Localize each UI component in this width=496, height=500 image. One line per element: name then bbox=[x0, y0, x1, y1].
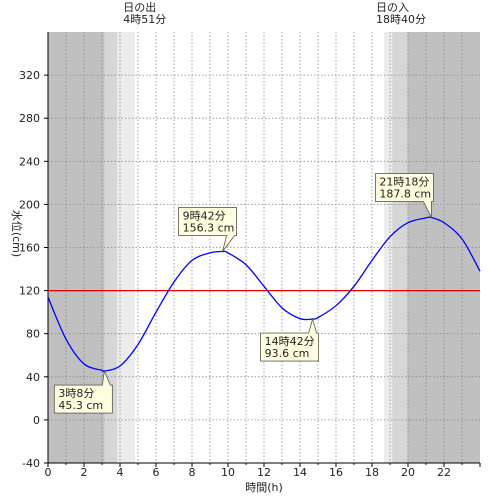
sunset-time: 18時40分 bbox=[376, 13, 426, 26]
y-tick-label: 280 bbox=[19, 112, 40, 125]
x-tick-label: 22 bbox=[437, 466, 451, 479]
y-tick-label: -40 bbox=[22, 457, 40, 470]
y-tick-label: 240 bbox=[19, 155, 40, 168]
callout-time-label: 21時18分 bbox=[379, 176, 429, 189]
sunrise-time: 4時51分 bbox=[123, 13, 166, 26]
sunset-label: 日の入 bbox=[376, 1, 409, 14]
x-tick-label: 8 bbox=[189, 466, 196, 479]
x-tick-label: 14 bbox=[293, 466, 307, 479]
callout-box bbox=[178, 207, 238, 236]
y-tick-label: 80 bbox=[26, 328, 40, 341]
x-tick-label: 18 bbox=[365, 466, 379, 479]
x-tick-label: 20 bbox=[401, 466, 415, 479]
callout-box bbox=[260, 332, 320, 362]
x-axis-title: 時間(h) bbox=[245, 481, 283, 494]
y-tick-label: 320 bbox=[19, 69, 40, 82]
callout-box bbox=[374, 173, 434, 202]
callout-time-label: 3時8分 bbox=[58, 387, 94, 400]
y-tick-label: 0 bbox=[33, 414, 40, 427]
callout-value-label: 187.8 cm bbox=[379, 188, 431, 201]
x-tick-label: 2 bbox=[81, 466, 88, 479]
callout-value-label: 45.3 cm bbox=[58, 399, 103, 412]
x-tick-label: 4 bbox=[117, 466, 124, 479]
y-axis-title: 水位(cm) bbox=[10, 210, 24, 257]
y-tick-label: 200 bbox=[19, 198, 40, 211]
callout-time-label: 9時42分 bbox=[183, 209, 226, 222]
x-tick-label: 10 bbox=[221, 466, 235, 479]
y-tick-label: 40 bbox=[26, 371, 40, 384]
x-tick-label: 6 bbox=[153, 466, 160, 479]
tide-level-line bbox=[47, 216, 481, 373]
callout-value-label: 93.6 cm bbox=[265, 347, 310, 360]
y-tick-label: 120 bbox=[19, 285, 40, 298]
callout-box bbox=[53, 384, 113, 414]
callout-value-label: 156.3 cm bbox=[183, 221, 235, 234]
x-tick-label: 12 bbox=[257, 466, 271, 479]
callout-time-label: 14時42分 bbox=[265, 335, 315, 348]
x-tick-label: 0 bbox=[45, 466, 52, 479]
y-tick-label: 160 bbox=[19, 242, 40, 255]
twilight-band-evening-dark bbox=[392, 32, 408, 463]
sunrise-label: 日の出 bbox=[123, 0, 156, 14]
x-tick-label: 16 bbox=[329, 466, 343, 479]
